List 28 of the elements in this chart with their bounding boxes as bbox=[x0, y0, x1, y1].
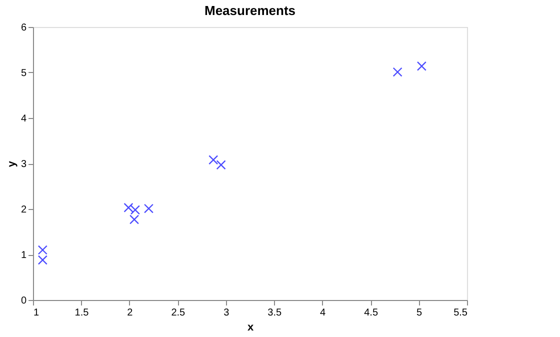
x-axis-title: x bbox=[247, 322, 254, 334]
point bbox=[392, 67, 402, 77]
y-tick-label: 0 bbox=[20, 296, 27, 306]
y-tick-label: 4 bbox=[20, 114, 27, 124]
point bbox=[38, 255, 48, 265]
y-axis-title: y bbox=[6, 160, 18, 168]
x-tick-label: 4 bbox=[320, 308, 326, 318]
point bbox=[38, 245, 48, 255]
x-tick-label: 1.5 bbox=[74, 308, 90, 318]
point bbox=[216, 160, 226, 170]
point bbox=[208, 155, 218, 165]
point bbox=[416, 61, 426, 71]
point bbox=[144, 204, 154, 214]
point bbox=[129, 214, 140, 224]
chart-title: Measurements bbox=[204, 3, 296, 18]
y-tick-label: 1 bbox=[20, 250, 27, 261]
x-tick-label: 2.5 bbox=[171, 308, 186, 318]
x-tick-label: 3.5 bbox=[268, 308, 282, 318]
x-tick-label: 3 bbox=[224, 308, 230, 318]
x-tick-label: 2 bbox=[127, 308, 134, 318]
y-tick-label: 3 bbox=[20, 159, 27, 170]
y-tick-label: 6 bbox=[20, 22, 27, 34]
x-tick-label: 5.5 bbox=[454, 308, 468, 318]
x-tick-label: 5 bbox=[416, 308, 422, 318]
x-tick-label: 1 bbox=[34, 308, 40, 318]
y-tick-label: 2 bbox=[20, 204, 27, 216]
x-tick-label: 4.5 bbox=[364, 308, 378, 318]
y-tick-label: 5 bbox=[20, 68, 27, 79]
